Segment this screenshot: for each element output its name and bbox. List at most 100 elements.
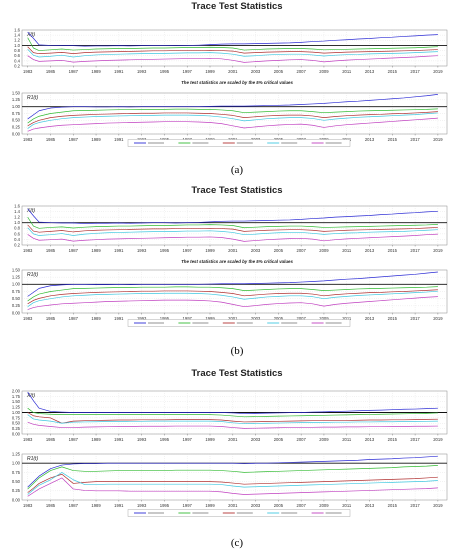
y-tick-label: 0.75	[12, 470, 21, 475]
series-line-4	[27, 49, 438, 58]
series-line-2	[27, 465, 438, 490]
series-line-5	[27, 477, 438, 497]
x-tick-label: 1983	[23, 137, 33, 142]
x-tick-label: 2011	[342, 316, 352, 321]
series-line-5	[27, 296, 438, 310]
x-tick-label: 2019	[433, 437, 443, 442]
x-tick-label: 1997	[183, 69, 193, 74]
y-axis-label: X(t)	[26, 208, 35, 214]
legend-entry-4	[281, 142, 298, 144]
y-tick-label: 0.00	[12, 431, 21, 436]
series-line-2	[27, 216, 438, 229]
y-tick-label: 0.50	[12, 421, 21, 426]
x-tick-label: 2017	[410, 503, 420, 508]
series-line-1	[27, 208, 438, 224]
x-tick-label: 1999	[205, 248, 215, 253]
legend-entry-2	[192, 142, 209, 144]
y-tick-label: 0.00	[12, 310, 21, 315]
x-tick-label: 1987	[69, 137, 79, 142]
x-tick-label: 2019	[433, 137, 443, 142]
x-tick-label: 1991	[114, 316, 124, 321]
chart-title: Trace Test Statistics	[191, 185, 282, 196]
x-tick-label: 1993	[137, 503, 147, 508]
legend-entry-5	[325, 142, 342, 144]
x-tick-label: 1997	[183, 248, 193, 253]
y-tick-label: 1.4	[14, 209, 20, 214]
x-tick-label: 1991	[114, 503, 124, 508]
y-tick-label: 1.2	[14, 38, 20, 43]
legend-entry-3	[236, 322, 253, 324]
x-tick-label: 1999	[205, 316, 215, 321]
y-tick-label: 1.50	[12, 267, 21, 272]
x-tick-label: 1991	[114, 137, 124, 142]
y-tick-label: 1.50	[12, 90, 21, 95]
legend-entry-1	[148, 142, 164, 144]
x-tick-label: 2015	[388, 137, 398, 142]
x-tick-label: 1999	[205, 437, 215, 442]
x-tick-label: 2007	[296, 316, 306, 321]
legend-entry-1	[148, 512, 164, 514]
y-tick-label: 2.00	[12, 388, 21, 393]
chart-note: The test statistics are scaled by the 5%…	[181, 80, 293, 85]
x-tick-label: 1985	[46, 248, 56, 253]
x-tick-label: 2007	[296, 69, 306, 74]
subplot-1: 0.000.250.500.751.001.251.501.752.00 1983…	[12, 388, 448, 442]
x-tick-label: 2007	[296, 248, 306, 253]
legend	[127, 139, 351, 147]
y-tick-label: 1.50	[12, 399, 21, 404]
y-tick-label: 1.6	[14, 27, 20, 32]
x-tick-label: 2013	[365, 137, 375, 142]
x-tick-label: 2005	[274, 503, 284, 508]
x-tick-label: 2019	[433, 248, 443, 253]
x-tick-label: 1987	[69, 316, 79, 321]
panel-caption: (b)	[231, 345, 244, 357]
x-tick-label: 1983	[23, 316, 33, 321]
legend-entry-3	[236, 512, 253, 514]
x-tick-label: 1989	[91, 437, 101, 442]
x-tick-label: 1993	[137, 69, 147, 74]
x-tick-label: 1989	[91, 69, 101, 74]
x-tick-label: 2009	[319, 503, 329, 508]
x-tick-label: 2003	[251, 437, 261, 442]
y-tick-label: 1.0	[14, 220, 20, 225]
x-tick-label: 1991	[114, 69, 124, 74]
series-line-4	[27, 227, 438, 236]
y-tick-label: 0.25	[12, 125, 21, 130]
series-line-3	[27, 289, 438, 305]
x-tick-label: 2013	[365, 69, 375, 74]
chart-title: Trace Test Statistics	[191, 1, 282, 12]
y-tick-label: 0.75	[12, 415, 21, 420]
x-tick-label: 2013	[365, 248, 375, 253]
legend-entry-2	[192, 322, 209, 324]
x-tick-label: 1987	[69, 437, 79, 442]
x-tick-label: 2017	[410, 69, 420, 74]
legend-entry-5	[325, 322, 342, 324]
y-tick-label: 1.75	[12, 394, 21, 399]
y-tick-label: 0.00	[12, 497, 21, 502]
x-tick-label: 2003	[251, 248, 261, 253]
x-tick-label: 2001	[228, 316, 238, 321]
y-tick-label: 0.2	[14, 242, 20, 247]
series-line-5	[27, 421, 438, 429]
x-tick-label: 1999	[205, 69, 215, 74]
x-tick-label: 2011	[342, 69, 352, 74]
x-tick-label: 2017	[410, 248, 420, 253]
x-tick-label: 1987	[69, 248, 79, 253]
x-tick-label: 1991	[114, 437, 124, 442]
series-line-3	[27, 412, 438, 424]
y-tick-label: 0.50	[12, 118, 21, 123]
x-tick-label: 2005	[274, 316, 284, 321]
x-tick-label: 2015	[388, 248, 398, 253]
series-line-5	[27, 117, 438, 132]
y-tick-label: 0.50	[12, 296, 21, 301]
series-line-2	[27, 108, 438, 124]
x-tick-label: 2011	[342, 437, 352, 442]
x-tick-label: 1995	[160, 503, 170, 508]
x-tick-label: 1993	[137, 248, 147, 253]
x-tick-label: 1987	[69, 503, 79, 508]
x-tick-label: 1987	[69, 69, 79, 74]
x-tick-label: 1985	[46, 69, 56, 74]
panel-c: Trace Test Statistics(c)0.000.250.500.75…	[12, 368, 448, 549]
x-tick-label: 2017	[410, 316, 420, 321]
